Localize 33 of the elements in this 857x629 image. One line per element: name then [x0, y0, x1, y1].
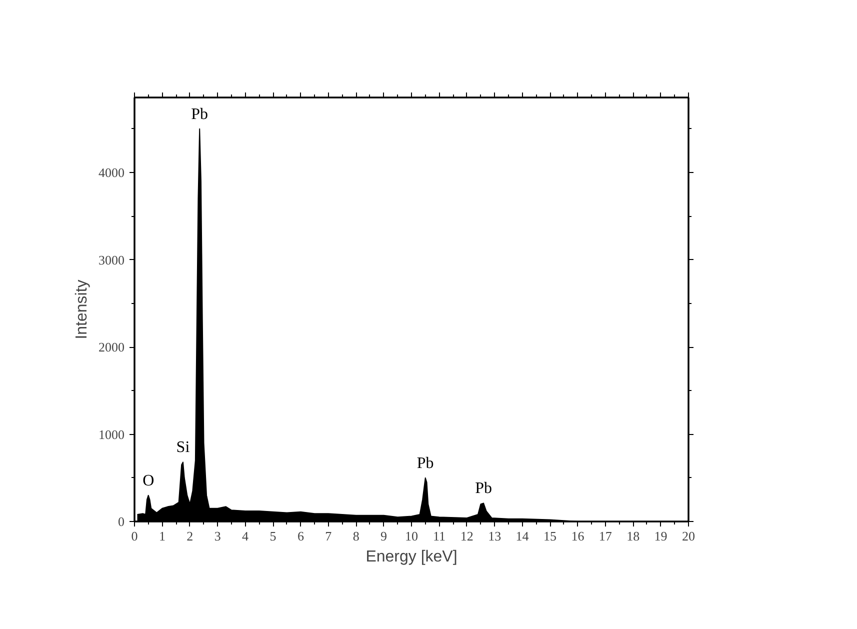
x-tick-label: 10: [405, 528, 418, 544]
x-tick-label: 12: [460, 528, 474, 544]
x-tick-label: 11: [432, 528, 446, 544]
annotation: Pb: [475, 480, 492, 498]
x-tick-label: 7: [325, 528, 332, 544]
annotation: Si: [176, 439, 190, 456]
x-tick-label: 13: [488, 528, 502, 544]
annotation: Pb: [191, 106, 208, 123]
x-tick-label: 4: [242, 528, 250, 544]
x-tick-label: 0: [131, 528, 138, 544]
x-tick-label: 3: [214, 528, 221, 544]
x-tick-label: 17: [598, 528, 612, 544]
y-tick-label: 4000: [98, 165, 124, 180]
y-tick-label: 0: [118, 514, 124, 529]
y-tick-label: 1000: [98, 426, 124, 442]
x-tick-label: 15: [544, 528, 556, 544]
x-tick-label: 6: [297, 528, 304, 544]
x-tick-label: 8: [352, 528, 360, 544]
y-tick-label: 2000: [98, 340, 124, 355]
x-tick-label: 2: [186, 528, 194, 544]
y-tick-label: 3000: [98, 252, 124, 268]
x-tick-label: 19: [654, 528, 668, 544]
x-tick-label: 14: [516, 528, 530, 544]
y-axis-title: Intensity: [74, 280, 90, 340]
x-tick-label: 16: [571, 528, 585, 544]
x-tick-label: 18: [626, 528, 640, 544]
annotation: Pb: [416, 454, 434, 472]
x-tick-label: 20: [682, 528, 695, 544]
x-tick-label: 5: [270, 528, 276, 544]
x-axis-title: Energy [keV]: [366, 548, 458, 566]
x-tick-label: 9: [380, 528, 388, 544]
x-tick-label: 1: [158, 528, 166, 544]
annotation: O: [142, 472, 154, 490]
